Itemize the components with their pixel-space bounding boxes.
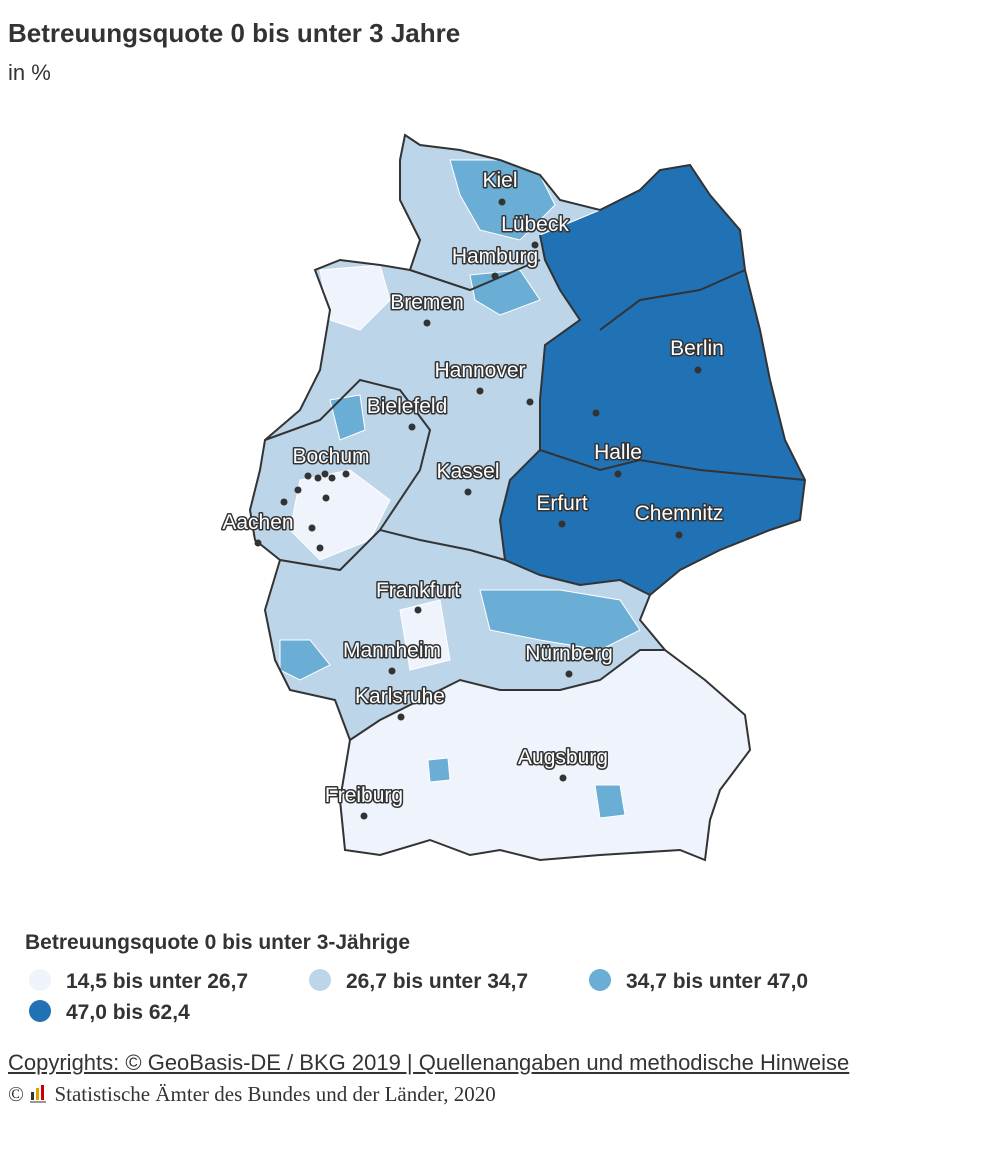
city-label: Lübeck <box>501 213 569 236</box>
city-dot <box>559 774 567 782</box>
city-dot <box>308 524 316 532</box>
city-dot <box>294 486 302 494</box>
city-dot <box>675 531 683 539</box>
city-label: Aachen <box>222 511 293 534</box>
region <box>319 264 391 331</box>
city-label: Bielefeld <box>367 395 448 418</box>
city-dot <box>614 470 622 478</box>
region <box>329 394 366 441</box>
legend-swatch <box>29 969 51 991</box>
city-label: Bochum <box>292 445 369 468</box>
city-label: Freiburg <box>325 784 403 807</box>
source-text: Statistische Ämter des Bundes und der Lä… <box>54 1082 496 1106</box>
city-dot <box>321 470 329 478</box>
map: Kiel Lübeck Hamburg Bremen Hannover Berlin Bie… <box>25 133 808 1024</box>
city-dot <box>314 474 322 482</box>
city-dot <box>565 670 573 678</box>
city-label: Augsburg <box>518 746 608 769</box>
state-border <box>599 269 746 331</box>
state-border <box>539 449 806 481</box>
subtitle: in % <box>8 60 51 85</box>
city-dot <box>491 272 499 280</box>
legend-title: Betreuungsquote 0 bis unter 3-Jährige <box>25 931 410 954</box>
city-dot <box>280 498 288 506</box>
legend-swatch <box>589 969 611 991</box>
legend-label: 26,7 bis unter 34,7 <box>346 970 528 993</box>
city-label: Bremen <box>390 291 464 314</box>
state-border <box>498 234 651 596</box>
city-dot <box>464 488 472 496</box>
city-label: Hannover <box>434 359 525 382</box>
city-dot <box>592 409 600 417</box>
city-dot <box>694 366 702 374</box>
legend-label: 34,7 bis unter 47,0 <box>626 970 808 993</box>
city-label: Halle <box>594 441 642 464</box>
source-symbol: © <box>8 1082 24 1106</box>
region <box>479 589 641 651</box>
city-dot <box>498 198 506 206</box>
region <box>594 784 626 819</box>
city-dot <box>388 667 396 675</box>
region <box>427 757 451 783</box>
city-dot <box>328 474 336 482</box>
state-border <box>349 649 665 741</box>
city-label: Kassel <box>436 460 499 483</box>
city-dot <box>423 319 431 327</box>
city-dot <box>360 812 368 820</box>
region <box>469 269 541 316</box>
city-label: Erfurt <box>536 492 588 515</box>
state-border <box>409 259 541 292</box>
copyright-link[interactable]: Copyrights: © GeoBasis-DE / BKG 2019 | Q… <box>8 1050 850 1075</box>
city-label: Mannheim <box>343 639 441 662</box>
state-border <box>379 529 506 561</box>
legend-swatch <box>309 969 331 991</box>
city-dot <box>322 494 330 502</box>
city-dot <box>526 398 534 406</box>
city-dot <box>254 539 262 547</box>
regions <box>249 134 806 861</box>
city-dot <box>397 713 405 721</box>
city-dot <box>531 241 539 249</box>
region <box>399 599 451 671</box>
legend-swatch <box>29 1000 51 1022</box>
city-label: Hamburg <box>452 245 538 268</box>
country-border <box>248 133 807 862</box>
city-label: Berlin <box>670 337 724 360</box>
city-dot <box>342 470 350 478</box>
city-dot <box>304 472 312 480</box>
state-borders <box>248 133 807 862</box>
logo <box>30 1085 47 1103</box>
title: Betreuungsquote 0 bis unter 3 Jahre <box>8 18 461 48</box>
city-dot <box>476 387 484 395</box>
city-label: Chemnitz <box>635 502 724 525</box>
legend-label: 47,0 bis 62,4 <box>66 1001 190 1024</box>
city-label: Nürnberg <box>525 642 613 665</box>
city-dot <box>408 423 416 431</box>
source: © Statistische Ämter des Bundes und der … <box>8 1081 496 1107</box>
legend-label: 14,5 bis unter 26,7 <box>66 970 248 993</box>
state-border <box>264 378 432 572</box>
city-dot <box>558 520 566 528</box>
city-label: Karlsruhe <box>355 685 445 708</box>
city-dot <box>316 544 324 552</box>
city-label: Frankfurt <box>376 579 460 602</box>
city-label: Kiel <box>482 169 517 192</box>
region <box>279 639 331 681</box>
city-dot <box>414 606 422 614</box>
